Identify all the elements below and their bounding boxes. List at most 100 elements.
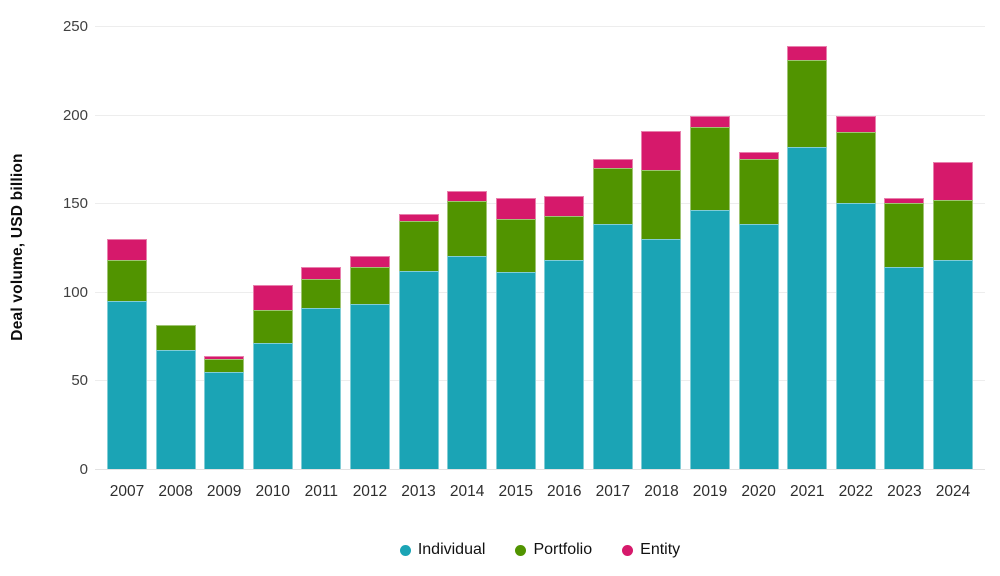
- legend: Individual Portfolio Entity: [95, 541, 985, 559]
- bar-segment-individual-2023: [884, 267, 925, 469]
- bar-segment-portfolio-2017: [592, 167, 633, 225]
- bar-segment-entity-2010: [252, 284, 293, 310]
- x-tick-label-2008: 2008: [158, 483, 193, 500]
- gridline-y-50: [95, 380, 985, 382]
- bar-segment-entity-2022: [835, 116, 876, 133]
- bar-segment-individual-2014: [447, 256, 488, 469]
- gridline-y-200: [95, 114, 985, 116]
- bar-segment-portfolio-2015: [495, 219, 536, 273]
- gridline-y-0: [95, 469, 985, 470]
- y-tick-label-200: 200: [62, 106, 88, 124]
- x-tick-label-2009: 2009: [206, 483, 242, 500]
- bar-segment-portfolio-2024: [933, 199, 973, 260]
- bar-segment-individual-2016: [544, 259, 585, 469]
- bar-2017: [592, 158, 633, 469]
- y-tick-label-0: 0: [79, 461, 88, 478]
- bar-2018: [641, 130, 682, 469]
- bar-segment-individual-2021: [787, 146, 828, 469]
- legend-label-entity: Entity: [640, 541, 681, 558]
- bar-segment-portfolio-2012: [349, 267, 390, 305]
- y-tick-label-150: 150: [62, 195, 88, 213]
- bar-segment-individual-2011: [301, 307, 342, 469]
- bar-segment-individual-2018: [641, 238, 682, 469]
- y-tick-label-100: 100: [62, 283, 88, 301]
- bar-segment-portfolio-2009: [204, 359, 245, 372]
- bar-segment-entity-2013: [398, 213, 439, 221]
- bar-segment-individual-2010: [252, 343, 293, 469]
- bar-2011: [301, 267, 342, 469]
- y-tick-label-250: 250: [62, 18, 88, 35]
- x-tick-label-2016: 2016: [547, 483, 582, 500]
- bar-segment-portfolio-2021: [787, 59, 828, 147]
- bar-segment-individual-2013: [398, 270, 439, 469]
- bar-2009: [204, 355, 245, 469]
- legend-dot-individual-icon: [399, 544, 411, 556]
- bar-segment-portfolio-2020: [738, 158, 779, 225]
- bar-segment-individual-2020: [738, 224, 779, 469]
- bar-2020: [738, 151, 779, 469]
- y-tick-label-50: 50: [71, 372, 88, 390]
- bar-2007: [107, 238, 147, 469]
- bar-2021: [787, 45, 828, 469]
- bar-segment-entity-2011: [301, 267, 342, 280]
- bar-2008: [155, 325, 196, 469]
- bar-2014: [447, 190, 488, 469]
- x-tick-label-2007: 2007: [109, 483, 145, 500]
- bar-2023: [884, 197, 925, 469]
- legend-item-portfolio[interactable]: Portfolio: [515, 541, 592, 559]
- bar-segment-individual-2015: [495, 272, 536, 469]
- bar-segment-portfolio-2008: [155, 325, 196, 351]
- bar-2013: [398, 213, 439, 469]
- gridline-y-100: [95, 291, 985, 293]
- bar-segment-entity-2021: [787, 45, 828, 60]
- bar-segment-entity-2007: [107, 238, 147, 260]
- x-tick-label-2019: 2019: [692, 483, 728, 500]
- bar-segment-entity-2015: [495, 197, 536, 220]
- bar-2024: [933, 162, 973, 469]
- bar-segment-individual-2017: [592, 224, 633, 469]
- bar-segment-entity-2016: [544, 196, 585, 216]
- bar-2019: [690, 116, 731, 469]
- x-tick-label-2022: 2022: [838, 483, 874, 500]
- bar-segment-portfolio-2011: [301, 279, 342, 308]
- plot-area: [95, 26, 985, 470]
- bar-segment-portfolio-2013: [398, 220, 439, 271]
- legend-dot-portfolio-icon: [515, 544, 527, 556]
- gridline-y-150: [95, 203, 985, 205]
- x-tick-label-2018: 2018: [644, 483, 679, 500]
- legend-item-entity[interactable]: Entity: [622, 541, 680, 559]
- bar-segment-entity-2024: [933, 162, 973, 200]
- bar-segment-entity-2009: [204, 355, 245, 360]
- bar-2012: [349, 256, 390, 469]
- x-tick-label-2024: 2024: [935, 483, 971, 500]
- legend-label-portfolio: Portfolio: [533, 541, 593, 558]
- y-axis-title: Deal volume, USD billion: [9, 153, 26, 341]
- bar-segment-portfolio-2007: [107, 259, 147, 301]
- bar-segment-individual-2012: [349, 304, 390, 469]
- bar-segment-entity-2023: [884, 197, 925, 204]
- bar-segment-entity-2017: [592, 158, 633, 168]
- x-tick-label-2017: 2017: [595, 483, 631, 500]
- bar-segment-portfolio-2010: [252, 309, 293, 344]
- bar-segment-entity-2020: [738, 151, 779, 159]
- bar-segment-portfolio-2018: [641, 169, 682, 239]
- x-tick-label-2014: 2014: [449, 483, 485, 500]
- bar-segment-individual-2022: [835, 203, 876, 469]
- x-tick-label-2013: 2013: [401, 483, 436, 500]
- bar-2010: [252, 284, 293, 469]
- x-tick-label-2021: 2021: [789, 483, 825, 500]
- legend-item-individual[interactable]: Individual: [399, 541, 486, 559]
- x-tick-label-2010: 2010: [255, 483, 290, 500]
- x-tick-label-2012: 2012: [352, 483, 388, 500]
- bar-2015: [495, 197, 536, 469]
- bar-segment-portfolio-2019: [690, 127, 731, 211]
- bar-segment-entity-2019: [690, 116, 731, 128]
- bar-segment-portfolio-2016: [544, 215, 585, 260]
- legend-label-individual: Individual: [417, 541, 486, 558]
- x-tick-label-2020: 2020: [741, 483, 776, 500]
- x-tick-label-2023: 2023: [887, 483, 922, 500]
- bar-segment-individual-2008: [155, 350, 196, 469]
- bar-segment-portfolio-2022: [835, 132, 876, 204]
- bar-segment-portfolio-2023: [884, 203, 925, 267]
